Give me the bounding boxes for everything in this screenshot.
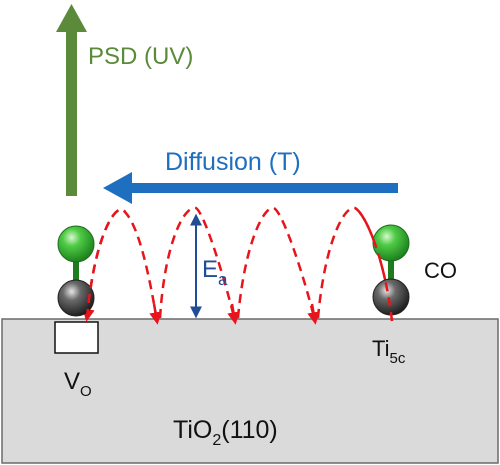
hop-arrowhead-2 <box>227 303 240 325</box>
co-bond-right <box>388 257 394 281</box>
psd-arrow <box>56 4 87 196</box>
carbon-atom-right <box>372 278 410 316</box>
vacancy-label: VO <box>64 368 92 400</box>
oxygen-atom-right <box>372 224 410 262</box>
co-label: CO <box>424 258 457 283</box>
hop-arrowhead-1 <box>149 303 162 325</box>
ti5c-label: Ti5c <box>372 336 406 367</box>
hop-path-overlay <box>85 206 394 322</box>
activation-energy-label: Ea <box>202 256 228 289</box>
hop-arrowhead-3 <box>307 303 320 325</box>
substrate-label: TiO2(110) <box>173 416 278 449</box>
co-molecule-right <box>372 224 410 316</box>
co-molecule-left <box>57 225 95 317</box>
hop-path <box>85 206 394 322</box>
oxygen-atom-left <box>57 225 95 263</box>
co-bond-left <box>73 258 79 282</box>
carbon-atom-left <box>57 279 95 317</box>
diffusion-label: Diffusion (T) <box>165 148 301 176</box>
diffusion-arrow <box>103 172 398 204</box>
oxygen-vacancy-box <box>54 321 99 354</box>
psd-label: PSD (UV) <box>88 43 193 70</box>
